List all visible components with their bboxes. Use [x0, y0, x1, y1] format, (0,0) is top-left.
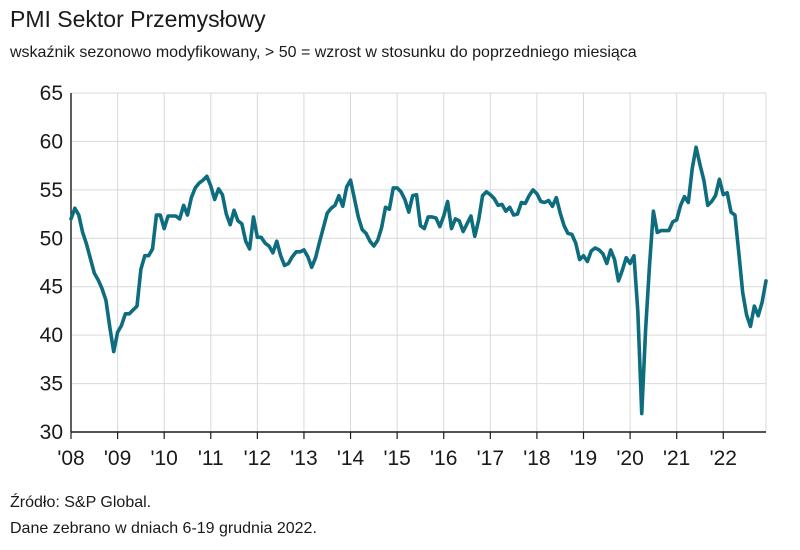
x-tick-label: '10: [150, 447, 177, 470]
x-tick-label: '16: [430, 447, 457, 470]
chart-subtitle: wskaźnik sezonowo modyfikowany, > 50 = w…: [10, 44, 637, 61]
x-tick-label: '17: [477, 447, 504, 470]
y-tick-label: 30: [40, 421, 63, 444]
x-tick-label: '11: [198, 447, 224, 470]
data-collection-note: Dane zebrano w dniach 6-19 grudnia 2022.: [10, 520, 317, 537]
chart-grid: [71, 92, 767, 432]
x-tick-label: '15: [383, 447, 410, 470]
x-tick-label: '13: [290, 447, 317, 470]
y-tick-label: 35: [40, 373, 63, 396]
y-tick-label: 65: [40, 82, 63, 105]
x-tick-label: '08: [57, 447, 84, 470]
chart-axes: [70, 93, 766, 439]
chart-title: PMI Sektor Przemysłowy: [10, 6, 266, 32]
y-tick-label: 45: [40, 276, 63, 299]
y-tick-label: 55: [40, 179, 63, 202]
y-tick-label: 50: [40, 227, 63, 250]
x-tick-label: '19: [570, 447, 597, 470]
x-tick-label: '09: [104, 447, 131, 470]
x-tick-label: '14: [337, 447, 365, 470]
x-tick-label: '20: [616, 447, 643, 470]
x-tick-label: '18: [523, 447, 550, 470]
y-tick-label: 60: [40, 130, 63, 153]
x-tick-label: '21: [663, 447, 690, 470]
pmi-series-line: [69, 145, 768, 416]
y-axis-ticks: 30 35 40 45 50 55 60 65: [40, 82, 63, 444]
y-tick-label: 40: [40, 324, 63, 347]
source-note: Źródło: S&P Global.: [10, 494, 152, 511]
x-tick-label: '22: [710, 447, 737, 470]
x-tick-label: '12: [244, 447, 271, 470]
chart-footer: Źródło: S&P Global. Dane zebrano w dniac…: [10, 490, 317, 542]
x-axis-ticks: '08 '09 '10 '11 '12 '13 '14 '15 '16 '17 '18 '19 '20 '…: [57, 447, 737, 470]
